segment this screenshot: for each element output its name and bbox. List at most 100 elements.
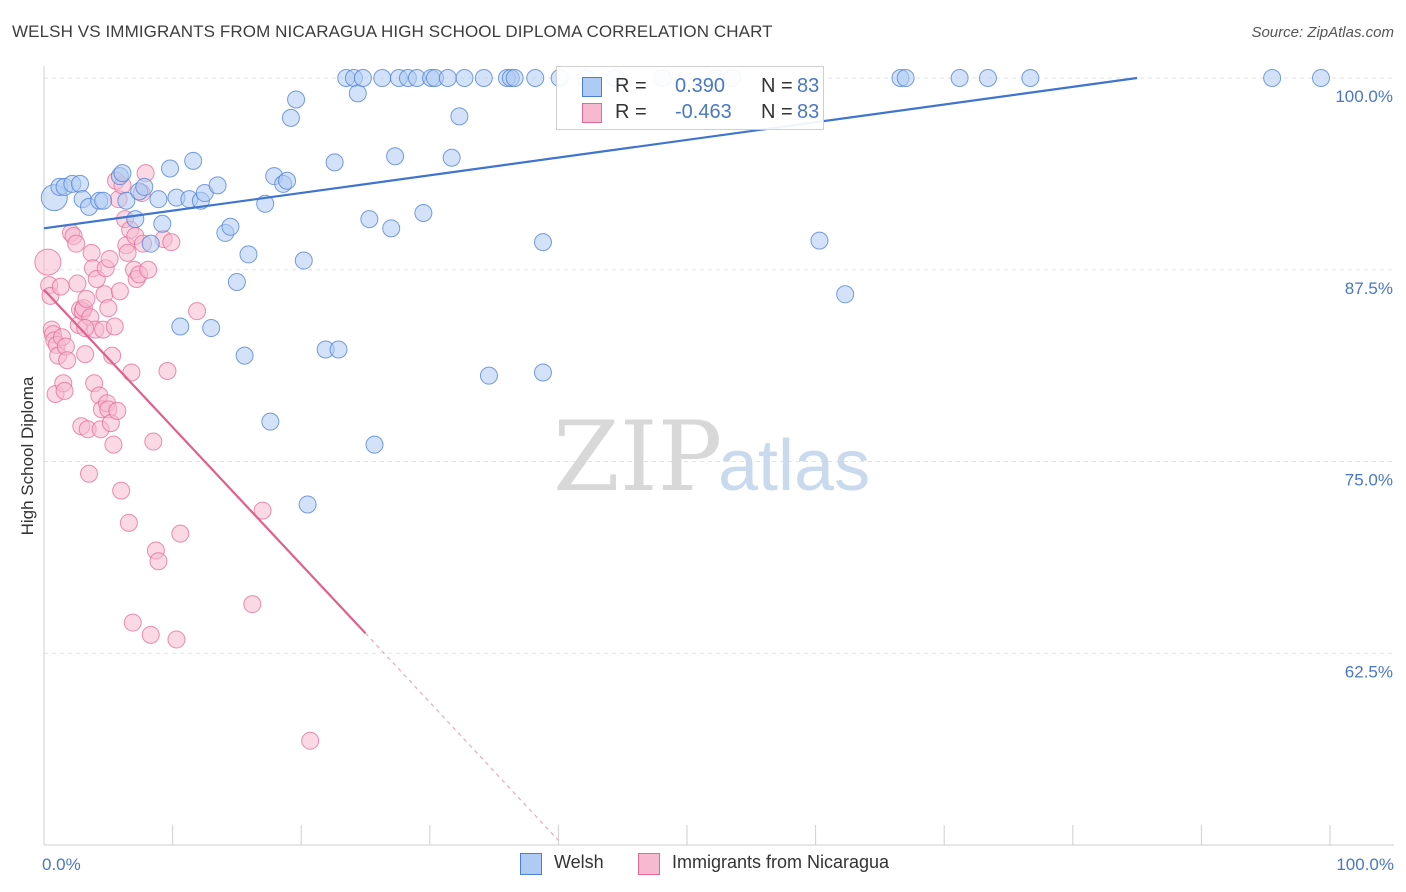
legend-swatch-welsh xyxy=(520,853,542,875)
welsh-point xyxy=(414,203,433,222)
welsh-point xyxy=(365,435,384,454)
welsh-point xyxy=(386,147,405,166)
welsh-point xyxy=(235,346,254,365)
nicaragua-point xyxy=(119,513,138,532)
nicaragua-point xyxy=(141,625,160,644)
watermark-zip: ZIP xyxy=(553,401,722,513)
nicaragua-point xyxy=(118,243,137,262)
welsh-point xyxy=(94,191,113,210)
nicaragua-point xyxy=(80,464,99,483)
legend-n-label: N = xyxy=(761,101,793,123)
legend-label-welsh: Welsh xyxy=(554,852,604,872)
welsh-point xyxy=(442,148,461,167)
welsh-point xyxy=(298,495,317,514)
welsh-point xyxy=(221,217,240,236)
trend-lines xyxy=(43,76,1138,841)
welsh-point xyxy=(810,231,829,250)
welsh-point xyxy=(149,190,168,209)
nicaragua-point xyxy=(105,317,124,336)
nicaragua-point xyxy=(51,277,70,296)
welsh-point xyxy=(950,69,969,87)
legend-n-value: 83 xyxy=(797,75,820,97)
welsh-point xyxy=(184,151,203,170)
welsh-point xyxy=(278,171,297,190)
welsh-point xyxy=(281,108,300,127)
nicaragua-point xyxy=(162,233,181,252)
nicaragua-point xyxy=(100,250,119,269)
welsh-point xyxy=(479,366,498,385)
welsh-point xyxy=(71,174,90,193)
nicaragua-point xyxy=(108,401,127,420)
nicaragua-point xyxy=(103,346,122,365)
nicaragua-point xyxy=(123,613,142,632)
legend-r-value: -0.463 xyxy=(675,101,732,123)
chart-title: WELSH VS IMMIGRANTS FROM NICARAGUA HIGH … xyxy=(12,22,773,41)
nicaragua-point xyxy=(253,501,272,520)
nicaragua-point xyxy=(144,432,163,451)
welsh-point xyxy=(353,69,372,87)
nicaragua-point xyxy=(139,260,158,279)
legend-n-label: N = xyxy=(761,75,793,97)
legend-label-nicaragua: Immigrants from Nicaragua xyxy=(672,852,890,872)
welsh-trend-line xyxy=(43,76,1138,230)
correlation-legend: R = 0.390 N = 83 R = -0.463 N = 83 xyxy=(556,66,824,130)
welsh-point xyxy=(978,69,997,87)
y-tick-label: 75.0% xyxy=(1345,471,1393,490)
x-tick-label-max: 100.0% xyxy=(1336,855,1394,874)
welsh-point xyxy=(153,214,172,233)
nicaragua-point xyxy=(82,243,101,262)
series-nicaragua-points xyxy=(34,164,320,750)
nicaragua-point xyxy=(110,282,129,301)
welsh-point xyxy=(455,69,474,87)
welsh-point xyxy=(1021,69,1040,87)
welsh-point xyxy=(325,153,344,172)
welsh-point xyxy=(141,234,160,253)
legend-r-label: R = xyxy=(615,75,647,97)
welsh-point xyxy=(294,251,313,270)
welsh-point xyxy=(533,233,552,252)
welsh-point xyxy=(505,69,524,87)
welsh-point xyxy=(382,219,401,238)
welsh-point xyxy=(1311,69,1330,87)
watermark-atlas: atlas xyxy=(718,426,870,506)
welsh-point xyxy=(896,69,915,87)
nicaragua-point xyxy=(55,381,74,400)
nicaragua-point xyxy=(76,345,95,364)
nicaragua-point xyxy=(167,630,186,649)
legend-swatch-nicaragua xyxy=(638,853,660,875)
nicaragua-trend-extension xyxy=(365,632,559,841)
legend-n-value: 83 xyxy=(797,101,820,123)
nicaragua-point xyxy=(104,435,123,454)
nicaragua-point xyxy=(34,248,62,276)
y-tick-label: 87.5% xyxy=(1345,279,1393,298)
welsh-point xyxy=(126,210,145,229)
x-tick-label-min: 0.0% xyxy=(42,855,81,874)
y-tick-label: 100.0% xyxy=(1335,87,1393,106)
nicaragua-point xyxy=(122,363,141,382)
welsh-point xyxy=(533,363,552,382)
nicaragua-point xyxy=(158,361,177,380)
watermark: ZIP atlas xyxy=(553,401,870,513)
nicaragua-point xyxy=(171,524,190,543)
welsh-point xyxy=(474,69,493,87)
nicaragua-point xyxy=(77,289,96,308)
welsh-point xyxy=(113,164,132,183)
nicaragua-point xyxy=(301,731,320,750)
welsh-point xyxy=(261,412,280,431)
welsh-point xyxy=(450,107,469,126)
welsh-point xyxy=(836,285,855,304)
nicaragua-point xyxy=(149,552,168,571)
welsh-point xyxy=(135,177,154,196)
nicaragua-point xyxy=(67,234,86,253)
nicaragua-trend-line xyxy=(43,288,367,635)
welsh-point xyxy=(329,340,348,359)
source-credit: Source: ZipAtlas.com xyxy=(1251,24,1394,41)
nicaragua-point xyxy=(68,274,87,293)
legend-r-value: 0.390 xyxy=(675,75,726,97)
legend-r-label: R = xyxy=(615,101,647,123)
y-tick-label: 62.5% xyxy=(1345,662,1393,681)
welsh-point xyxy=(438,69,457,87)
nicaragua-point xyxy=(112,481,131,500)
welsh-point xyxy=(348,84,367,103)
